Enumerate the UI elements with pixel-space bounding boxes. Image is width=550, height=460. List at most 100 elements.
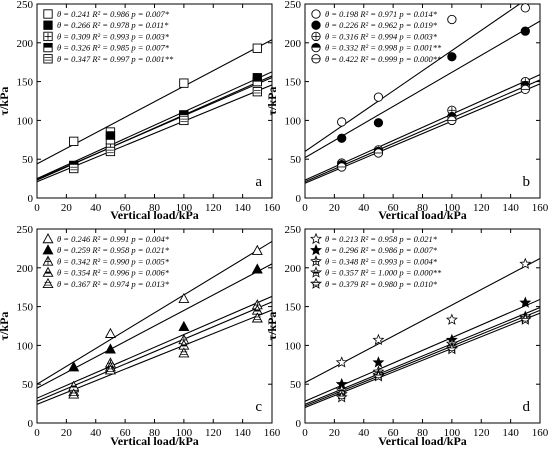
x-tick-label: 40 [90, 427, 102, 439]
data-point-series-1 [69, 136, 79, 147]
panel-b: 0 20 40 60 80 100 120 140 160 0 50 100 150 200 250 Vert… [265, 0, 549, 222]
y-axis-label: τ/kPa [0, 312, 11, 341]
y-tick-label: 250 [285, 0, 302, 11]
x-axis-label: Vertical load/kPa [378, 208, 467, 222]
data-point-series-2 [372, 356, 385, 368]
legend-marker [311, 31, 321, 42]
legend-entry: θ = 0.241 R² = 0.986 p = 0.007* [57, 9, 170, 19]
x-tick-label: 20 [61, 427, 73, 439]
panel-a: 0 20 40 60 80 100 120 140 160 0 50 100 150 200 250 Vert… [0, 0, 281, 222]
y-tick-label: 200 [17, 38, 34, 50]
data-point-series-2 [337, 133, 347, 143]
x-tick-label: 120 [205, 202, 222, 214]
legend-marker [310, 255, 322, 267]
data-point-series-1 [520, 3, 530, 13]
legend: θ = 0.241 R² = 0.986 p = 0.007*θ = 0.266… [43, 9, 174, 64]
legend-entry: θ = 0.213 R² = 0.958 p = 0.021* [325, 234, 438, 244]
legend-entry: θ = 0.348 R² = 0.993 p = 0.004* [325, 256, 438, 266]
x-tick-label: 80 [149, 427, 161, 439]
legend-marker [42, 277, 54, 288]
x-tick-label: 40 [358, 427, 370, 439]
x-tick-label: 60 [388, 202, 400, 214]
y-tick-label: 200 [285, 38, 302, 50]
legend-marker [311, 54, 321, 64]
panel-d: 0 20 40 60 80 100 120 140 160 0 50 100 150 200 250 Vert… [265, 224, 549, 448]
y-tick-label: 100 [17, 340, 34, 352]
y-tick-label: 200 [17, 263, 34, 275]
y-tick-label: 150 [17, 302, 34, 314]
y-tick-label: 0 [28, 193, 34, 205]
legend-entry: θ = 0.367 R² = 0.974 p = 0.013* [57, 279, 170, 289]
x-tick-label: 160 [532, 202, 549, 214]
x-tick-label: 60 [120, 427, 132, 439]
y-tick-label: 50 [290, 154, 302, 166]
legend-marker [42, 266, 54, 277]
x-tick-label: 160 [264, 202, 281, 214]
panel-c: 0 20 40 60 80 100 120 140 160 0 50 100 150 200 250 Vert… [0, 224, 281, 448]
legend-entry: θ = 0.226 R² = 0.962 p = 0.019* [325, 20, 438, 30]
x-tick-label: 100 [444, 202, 461, 214]
data-point-series-2 [519, 296, 532, 308]
y-tick-label: 250 [285, 224, 302, 236]
x-tick-label: 140 [234, 202, 251, 214]
data-point-series-5 [252, 87, 262, 97]
legend-marker [310, 243, 322, 256]
legend-entry: θ = 0.354 R² = 0.996 p = 0.006* [57, 268, 170, 278]
data-point-series-5 [69, 163, 79, 174]
data-point-series-2 [373, 118, 384, 128]
x-tick-label: 40 [358, 202, 370, 214]
x-tick-label: 20 [329, 427, 341, 439]
legend-entry: θ = 0.198 R² = 0.971 p = 0.014* [325, 9, 438, 19]
legend-marker [310, 266, 322, 278]
legend-marker [310, 232, 322, 245]
legend-entry: θ = 0.296 R² = 0.986 p = 0.007* [325, 245, 438, 255]
y-tick-label: 50 [22, 379, 34, 391]
x-tick-label: 60 [120, 202, 132, 214]
data-point-series-1 [373, 92, 384, 102]
data-point-series-5 [104, 364, 116, 375]
x-tick-label: 20 [329, 202, 341, 214]
data-point-series-5 [520, 84, 530, 95]
x-tick-label: 0 [34, 202, 40, 214]
legend-entry: θ = 0.342 R² = 0.990 p = 0.005* [57, 256, 170, 266]
legend-entry: θ = 0.379 R² = 0.980 p = 0.010* [325, 279, 438, 289]
x-axis-label: Vertical load/kPa [110, 208, 199, 222]
data-point-series-1 [252, 43, 262, 53]
data-point-series-5 [68, 388, 80, 399]
data-point-series-4 [252, 76, 262, 87]
legend-marker [42, 255, 54, 266]
x-tick-label: 140 [502, 427, 519, 439]
y-tick-label: 200 [285, 263, 302, 275]
legend-entry: θ = 0.259 R² = 0.958 p = 0.021* [57, 245, 170, 255]
legend-marker [310, 277, 322, 289]
data-point-series-2 [104, 343, 116, 354]
fit-line-series-1 [37, 240, 272, 385]
data-point-series-2 [251, 263, 263, 274]
y-axis-label: τ/kPa [265, 312, 279, 341]
y-tick-label: 250 [17, 224, 34, 236]
x-tick-label: 160 [532, 427, 549, 439]
data-point-series-2 [447, 52, 457, 62]
legend-marker [43, 54, 53, 64]
legend-entry: θ = 0.246 R² = 0.991 p = 0.004* [57, 234, 170, 244]
data-point-series-4 [105, 135, 116, 145]
panel-letter: c [255, 399, 262, 415]
x-tick-label: 120 [473, 202, 490, 214]
x-tick-label: 0 [302, 202, 308, 214]
data-point-series-5 [519, 313, 532, 325]
y-tick-label: 0 [296, 418, 302, 430]
x-tick-label: 80 [149, 202, 161, 214]
legend: θ = 0.246 R² = 0.991 p = 0.004*θ = 0.259… [42, 233, 170, 289]
data-point-series-1 [251, 244, 263, 255]
data-point-series-2 [68, 361, 80, 372]
legend-marker [311, 42, 321, 53]
panel-letter: d [523, 399, 531, 415]
data-point-series-5 [337, 162, 347, 172]
y-tick-label: 50 [22, 154, 34, 166]
x-tick-label: 0 [302, 427, 308, 439]
data-point-series-5 [447, 115, 457, 126]
data-point-series-5 [105, 146, 116, 157]
x-tick-label: 20 [61, 202, 73, 214]
fit-line-series-3 [37, 295, 272, 399]
